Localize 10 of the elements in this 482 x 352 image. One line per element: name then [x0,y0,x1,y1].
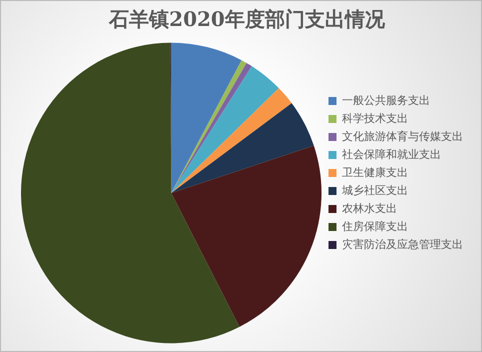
legend-label: 住房保障支出 [342,220,408,233]
legend-label: 城乡社区支出 [341,184,408,197]
legend-label: 科学技术支出 [342,112,408,125]
legend-label: 灾害防治及应急管理支出 [342,238,463,251]
chart-title: 石羊镇2020年度部门支出情况 [108,7,386,32]
legend-label: 社会保障和就业支出 [342,148,441,161]
legend-label: 文化旅游体育与传媒支出 [342,130,463,143]
legend-label: 卫生健康支出 [342,166,408,179]
legend-label: 农林水支出 [342,202,397,215]
legend-label: 一般公共服务支出 [342,94,430,107]
